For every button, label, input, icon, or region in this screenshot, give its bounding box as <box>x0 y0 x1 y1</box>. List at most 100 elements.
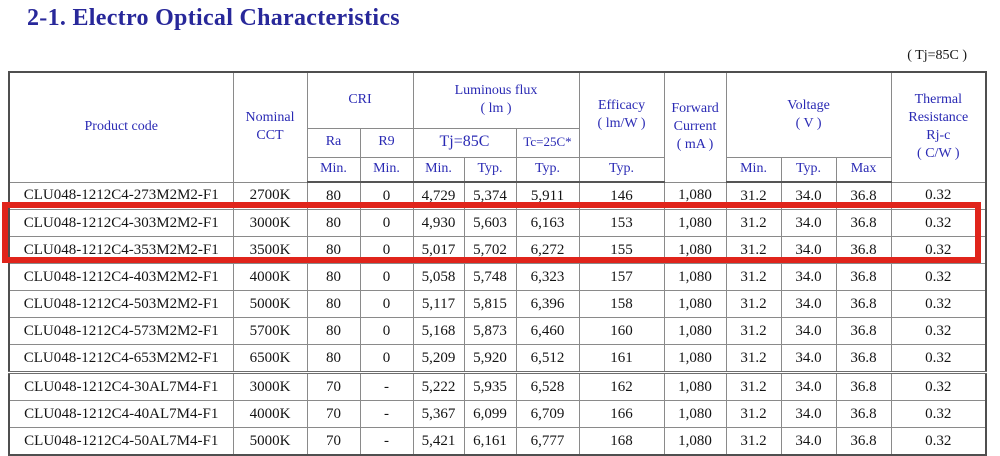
value-cell: 34.0 <box>780 263 837 291</box>
value-cell: 34.0 <box>780 209 837 237</box>
value-cell: 31.2 <box>725 236 782 264</box>
value-cell: 6,396 <box>515 290 580 318</box>
value-cell: 80 <box>306 181 361 210</box>
value-cell: 5000K <box>232 290 308 318</box>
table-row: CLU048-1212C4-653M2M2-F1 6500K 80 0 5,209 5,9… <box>8 344 987 374</box>
value-cell: 34.0 <box>780 344 837 374</box>
value-cell: 36.8 <box>835 317 892 345</box>
value-cell: 6,099 <box>463 400 517 428</box>
value-cell: 0.32 <box>890 400 987 428</box>
col-header-ra-min: Min. <box>306 156 361 183</box>
value-cell: 80 <box>306 290 361 318</box>
table-row: CLU048-1212C4-50AL7M4-F1 5000K 70-5,421 6,1… <box>8 427 987 456</box>
value-cell: 0 <box>359 344 414 374</box>
value-cell: 5,017 <box>412 236 465 264</box>
value-cell: 4,930 <box>412 209 465 237</box>
value-cell: 34.0 <box>780 290 837 318</box>
value-cell: 153 <box>578 209 665 237</box>
value-cell: 31.2 <box>725 209 782 237</box>
value-cell: 34.0 <box>780 236 837 264</box>
value-cell: 36.8 <box>835 209 892 237</box>
value-cell: 80 <box>306 209 361 237</box>
value-cell: 3000K <box>232 372 308 401</box>
value-cell: 1,080 <box>663 372 727 401</box>
col-header-nominal-cct: Nominal CCT <box>232 71 308 183</box>
value-cell: 80 <box>306 263 361 291</box>
product-code-cell: CLU048-1212C4-503M2M2-F1 <box>8 290 234 318</box>
value-cell: 2700K <box>232 181 308 210</box>
value-cell: 1,080 <box>663 209 727 237</box>
value-cell: 5,603 <box>463 209 517 237</box>
value-cell: 31.2 <box>725 263 782 291</box>
col-header-tc-typ: Typ. <box>515 156 580 183</box>
value-cell: 0 <box>359 236 414 264</box>
value-cell: 5,920 <box>463 344 517 374</box>
value-cell: 31.2 <box>725 400 782 428</box>
value-cell: 31.2 <box>725 290 782 318</box>
col-header-thermal-resistance: Thermal Resistance Rj-c ( C/W ) <box>890 71 987 183</box>
col-header-tc25c: Tc=25C* <box>515 127 580 158</box>
value-cell: - <box>359 372 414 401</box>
value-cell: 161 <box>578 344 665 374</box>
table-row: CLU048-1212C4-40AL7M4-F1 4000K 70-5,367 6,0… <box>8 400 987 428</box>
col-header-efficacy: Efficacy ( lm/W ) <box>578 71 665 158</box>
value-cell: 0.32 <box>890 181 987 210</box>
value-cell: 5,935 <box>463 372 517 401</box>
value-cell: 6,528 <box>515 372 580 401</box>
value-cell: 70 <box>306 372 361 401</box>
value-cell: 34.0 <box>780 317 837 345</box>
value-cell: - <box>359 427 414 456</box>
col-header-v-min: Min. <box>725 156 782 183</box>
table-row: CLU048-1212C4-503M2M2-F1 5000K 80 0 5,117 5,8… <box>8 290 987 318</box>
value-cell: 36.8 <box>835 427 892 456</box>
product-code-cell: CLU048-1212C4-303M2M2-F1 <box>8 209 234 237</box>
value-cell: 5,748 <box>463 263 517 291</box>
condition-note: ( Tj=85C ) <box>907 48 967 63</box>
value-cell: 5,209 <box>412 344 465 374</box>
value-cell: 1,080 <box>663 400 727 428</box>
value-cell: 157 <box>578 263 665 291</box>
product-code-cell: CLU048-1212C4-273M2M2-F1 <box>8 181 234 210</box>
col-header-efficacy-typ: Typ. <box>578 156 665 183</box>
value-cell: 36.8 <box>835 181 892 210</box>
value-cell: 5,117 <box>412 290 465 318</box>
col-header-r9: R9 <box>359 127 414 158</box>
value-cell: 34.0 <box>780 181 837 210</box>
value-cell: 0.32 <box>890 317 987 345</box>
value-cell: 6,163 <box>515 209 580 237</box>
value-cell: 70 <box>306 427 361 456</box>
value-cell: 5,873 <box>463 317 517 345</box>
value-cell: 4,729 <box>412 181 465 210</box>
value-cell: 6,709 <box>515 400 580 428</box>
product-code-cell: CLU048-1212C4-653M2M2-F1 <box>8 344 234 374</box>
value-cell: 3000K <box>232 209 308 237</box>
value-cell: 5700K <box>232 317 308 345</box>
value-cell: 36.8 <box>835 236 892 264</box>
value-cell: 158 <box>578 290 665 318</box>
value-cell: 1,080 <box>663 263 727 291</box>
col-header-product-code: Product code <box>8 71 234 183</box>
value-cell: 5,421 <box>412 427 465 456</box>
value-cell: 4000K <box>232 263 308 291</box>
value-cell: 36.8 <box>835 290 892 318</box>
value-cell: 160 <box>578 317 665 345</box>
value-cell: 6,323 <box>515 263 580 291</box>
value-cell: 0.32 <box>890 263 987 291</box>
value-cell: 6,161 <box>463 427 517 456</box>
value-cell: 31.2 <box>725 427 782 456</box>
value-cell: 155 <box>578 236 665 264</box>
value-cell: 0 <box>359 209 414 237</box>
value-cell: 146 <box>578 181 665 210</box>
value-cell: 80 <box>306 236 361 264</box>
col-header-cri: CRI <box>306 71 414 129</box>
value-cell: 168 <box>578 427 665 456</box>
table-row: CLU048-1212C4-273M2M2-F1 2700K 80 0 4,729 5,3… <box>8 181 987 210</box>
value-cell: 6,777 <box>515 427 580 456</box>
value-cell: 34.0 <box>780 400 837 428</box>
value-cell: 31.2 <box>725 317 782 345</box>
col-header-ra: Ra <box>306 127 361 158</box>
col-header-v-max: Max <box>835 156 892 183</box>
col-header-lf-min: Min. <box>412 156 465 183</box>
value-cell: 1,080 <box>663 427 727 456</box>
table-body: CLU048-1212C4-273M2M2-F1 2700K 80 0 4,729 5,3… <box>8 181 987 456</box>
